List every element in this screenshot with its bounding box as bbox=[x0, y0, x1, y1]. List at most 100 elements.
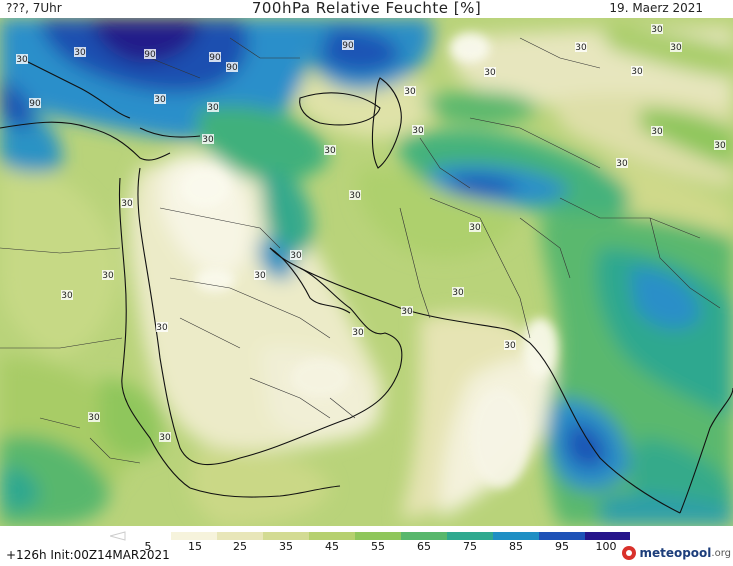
svg-text:30: 30 bbox=[16, 55, 28, 65]
svg-text:30: 30 bbox=[352, 328, 364, 338]
legend-label: 100 bbox=[595, 540, 617, 553]
legend-swatch bbox=[263, 532, 309, 540]
country-borders bbox=[0, 37, 721, 464]
svg-text:30: 30 bbox=[290, 251, 302, 261]
legend-swatch bbox=[585, 532, 630, 540]
contour-label: 30 bbox=[16, 54, 28, 65]
contour-label: 30 bbox=[154, 94, 166, 105]
svg-text:30: 30 bbox=[254, 271, 266, 281]
valid-time-label: ???, 7Uhr bbox=[6, 1, 62, 15]
legend-swatch bbox=[447, 532, 493, 540]
svg-text:30: 30 bbox=[324, 146, 336, 156]
legend-label: 95 bbox=[555, 540, 569, 553]
contour-label: 30 bbox=[74, 47, 86, 58]
svg-text:30: 30 bbox=[61, 291, 73, 301]
svg-text:30: 30 bbox=[452, 288, 464, 298]
contour-label: 30 bbox=[121, 198, 133, 209]
svg-text:30: 30 bbox=[484, 68, 496, 78]
svg-text:30: 30 bbox=[412, 126, 424, 136]
svg-text:90: 90 bbox=[144, 50, 156, 60]
contour-label: 30 bbox=[156, 322, 168, 333]
svg-text:30: 30 bbox=[616, 159, 628, 169]
contour-label: 30 bbox=[404, 86, 416, 97]
contour-label: 30 bbox=[207, 102, 219, 113]
contour-label: 30 bbox=[484, 67, 496, 78]
contour-label: 90 bbox=[144, 49, 156, 60]
contour-label: 30 bbox=[504, 340, 516, 351]
contour-label: 30 bbox=[88, 412, 100, 423]
contour-label: 30 bbox=[349, 190, 361, 201]
contour-label: 30 bbox=[651, 24, 663, 35]
contour-label: 30 bbox=[290, 250, 302, 261]
contour-label: 30 bbox=[401, 306, 413, 317]
svg-text:30: 30 bbox=[156, 323, 168, 333]
svg-text:30: 30 bbox=[714, 141, 726, 151]
legend-swatch bbox=[539, 532, 585, 540]
svg-text:90: 90 bbox=[342, 41, 354, 51]
contour-label: 30 bbox=[575, 42, 587, 53]
legend-label: 55 bbox=[371, 540, 385, 553]
contour-label: 30 bbox=[412, 125, 424, 136]
contour-label: 30 bbox=[159, 432, 171, 443]
contour-label: 90 bbox=[209, 52, 221, 63]
legend-label: 85 bbox=[509, 540, 523, 553]
legend-label: 15 bbox=[188, 540, 202, 553]
brand-tld: .org bbox=[711, 547, 731, 559]
humidity-map: 30 30 90 90 90 90 90 30 30 30 30 30 30 3… bbox=[0, 18, 733, 526]
legend-swatch bbox=[309, 532, 355, 540]
footer: 5 15 25 35 45 55 65 75 85 95 100 +126h I… bbox=[0, 526, 733, 566]
contour-label: 90 bbox=[226, 62, 238, 73]
svg-text:90: 90 bbox=[209, 53, 221, 63]
legend-swatch bbox=[401, 532, 447, 540]
contour-label: 30 bbox=[254, 270, 266, 281]
svg-text:30: 30 bbox=[349, 191, 361, 201]
valid-date: 19. Maerz 2021 bbox=[609, 1, 703, 15]
color-legend bbox=[110, 531, 630, 541]
legend-swatch bbox=[125, 532, 171, 540]
svg-text:30: 30 bbox=[651, 127, 663, 137]
svg-text:30: 30 bbox=[469, 223, 481, 233]
svg-text:30: 30 bbox=[159, 433, 171, 443]
contour-label: 30 bbox=[102, 270, 114, 281]
dry-patches bbox=[180, 33, 558, 488]
contour-label: 30 bbox=[324, 145, 336, 156]
legend-swatch bbox=[493, 532, 539, 540]
svg-text:90: 90 bbox=[226, 63, 238, 73]
legend-label: 45 bbox=[325, 540, 339, 553]
legend-label: 5 bbox=[144, 540, 152, 553]
init-time-label: +126h Init:00Z14MAR2021 bbox=[6, 548, 170, 562]
contour-label: 30 bbox=[202, 134, 214, 145]
brand-name: meteopool bbox=[639, 546, 712, 560]
svg-text:30: 30 bbox=[102, 271, 114, 281]
contour-label: 90 bbox=[29, 98, 41, 109]
legend-swatch bbox=[217, 532, 263, 540]
contour-labels: 30 30 90 90 90 90 90 30 30 30 30 30 30 3… bbox=[16, 24, 726, 443]
svg-text:30: 30 bbox=[651, 25, 663, 35]
contour-label: 30 bbox=[616, 158, 628, 169]
legend-labels: 5 15 25 35 45 55 65 75 85 95 100 bbox=[0, 540, 733, 554]
contour-label: 30 bbox=[651, 126, 663, 137]
legend-swatch bbox=[171, 532, 217, 540]
legend-min-arrow bbox=[110, 531, 126, 541]
svg-text:30: 30 bbox=[207, 103, 219, 113]
legend-label: 35 bbox=[279, 540, 293, 553]
contour-label: 30 bbox=[452, 287, 464, 298]
contour-label: 30 bbox=[670, 42, 682, 53]
svg-text:30: 30 bbox=[575, 43, 587, 53]
svg-text:30: 30 bbox=[74, 48, 86, 58]
map-title: 700hPa Relative Feuchte [%] bbox=[251, 0, 482, 17]
svg-text:90: 90 bbox=[29, 99, 41, 109]
meteopool-logo[interactable]: meteopool .org bbox=[622, 546, 731, 560]
contour-label: 30 bbox=[352, 327, 364, 338]
svg-text:30: 30 bbox=[202, 135, 214, 145]
contour-label: 90 bbox=[342, 40, 354, 51]
svg-text:30: 30 bbox=[504, 341, 516, 351]
svg-text:30: 30 bbox=[404, 87, 416, 97]
svg-text:30: 30 bbox=[88, 413, 100, 423]
legend-label: 25 bbox=[233, 540, 247, 553]
meteopool-logo-icon bbox=[622, 546, 637, 560]
svg-text:30: 30 bbox=[670, 43, 682, 53]
svg-text:30: 30 bbox=[121, 199, 133, 209]
contour-label: 30 bbox=[631, 66, 643, 77]
legend-label: 65 bbox=[417, 540, 431, 553]
